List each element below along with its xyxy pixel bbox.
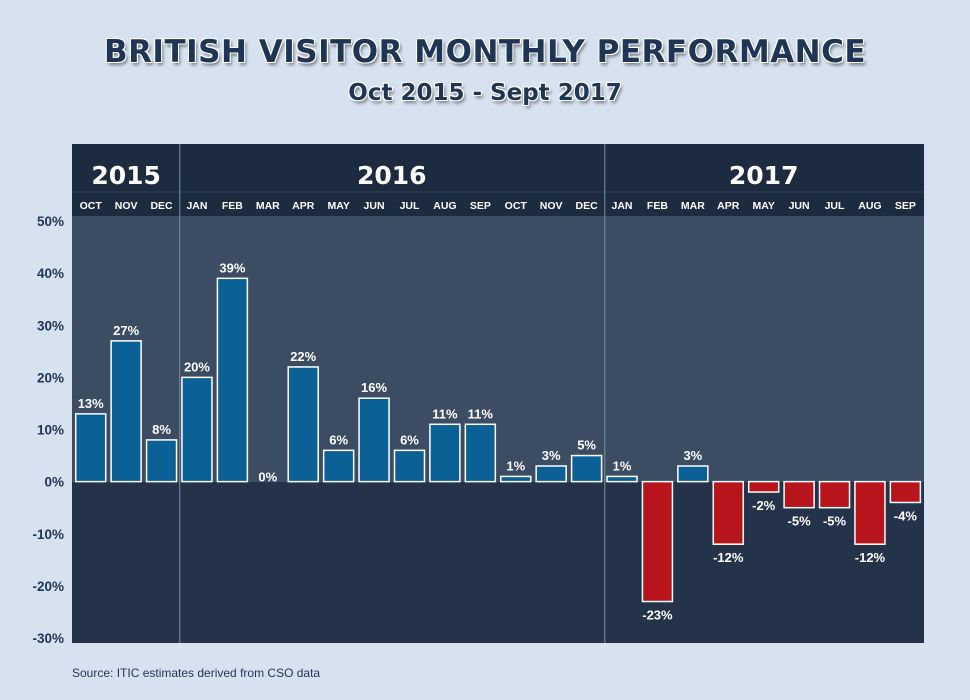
bar xyxy=(358,397,390,483)
data-label: 0% xyxy=(258,470,277,485)
bar xyxy=(500,475,532,483)
month-label: DEC xyxy=(576,200,599,212)
data-label: 6% xyxy=(329,432,348,447)
month-label: SEP xyxy=(895,200,916,212)
data-label: 16% xyxy=(361,380,387,395)
year-label-2017: 2017 xyxy=(729,161,799,190)
data-label: 1% xyxy=(506,458,525,473)
month-label: JUN xyxy=(789,200,810,212)
bar xyxy=(712,480,745,545)
month-label: OCT xyxy=(80,200,103,212)
bar xyxy=(606,475,638,483)
data-label: 1% xyxy=(613,458,632,473)
data-label: -12% xyxy=(855,550,886,565)
bar xyxy=(854,480,886,545)
bar xyxy=(181,376,213,483)
y-tick-label: 0% xyxy=(44,475,64,490)
bar xyxy=(464,423,497,483)
bar xyxy=(322,449,355,483)
y-tick-label: 10% xyxy=(37,423,64,438)
month-label: JUN xyxy=(364,200,385,212)
data-label: -4% xyxy=(894,508,918,523)
month-label: MAR xyxy=(681,200,705,212)
data-label: -5% xyxy=(823,514,847,529)
y-tick-label: -10% xyxy=(32,527,64,542)
data-label: 13% xyxy=(78,396,104,411)
bar xyxy=(216,277,249,483)
data-label: 3% xyxy=(542,448,561,463)
data-label: 6% xyxy=(400,432,419,447)
month-label: SEP xyxy=(470,200,491,212)
data-label: -12% xyxy=(713,550,744,565)
month-label: FEB xyxy=(222,200,243,212)
y-tick-label: 40% xyxy=(37,266,64,281)
month-label: MAY xyxy=(327,200,349,212)
source-note: Source: ITIC estimates derived from CSO … xyxy=(72,666,321,680)
data-label: 39% xyxy=(219,260,245,275)
month-label: APR xyxy=(717,200,740,212)
data-label: 3% xyxy=(683,448,702,463)
data-label: 27% xyxy=(113,323,139,338)
bar xyxy=(110,340,142,483)
month-label: NOV xyxy=(115,200,138,212)
data-label: 8% xyxy=(152,422,171,437)
data-label: 5% xyxy=(577,438,596,453)
bar xyxy=(641,480,674,603)
month-label: MAY xyxy=(753,200,775,212)
data-label: 11% xyxy=(432,406,458,421)
year-month-header xyxy=(72,144,924,216)
month-label: FEB xyxy=(647,200,668,212)
month-label: OCT xyxy=(505,200,528,212)
bar xyxy=(818,480,851,509)
bar xyxy=(145,439,178,483)
data-label: 22% xyxy=(290,349,316,364)
bar xyxy=(677,465,709,483)
bar xyxy=(393,449,426,483)
month-label: NOV xyxy=(540,200,563,212)
month-label: AUG xyxy=(433,200,456,212)
bar xyxy=(747,480,780,493)
y-tick-label: 20% xyxy=(37,370,64,385)
bar xyxy=(535,465,567,483)
y-tick-label: -30% xyxy=(32,631,64,646)
month-label: JAN xyxy=(612,200,633,212)
data-label: -5% xyxy=(788,514,812,529)
plot-area-lower xyxy=(72,481,924,643)
bar xyxy=(429,423,461,483)
data-label: 11% xyxy=(468,406,494,421)
month-label: AUG xyxy=(858,200,881,212)
bar xyxy=(889,480,922,504)
y-tick-label: -20% xyxy=(32,579,64,594)
bar xyxy=(570,454,603,483)
month-label: JAN xyxy=(186,200,207,212)
data-label: 20% xyxy=(184,359,210,374)
year-label-2015: 2015 xyxy=(91,161,161,190)
chart-subtitle: Oct 2015 - Sept 2017 xyxy=(348,80,622,106)
month-label: APR xyxy=(292,200,315,212)
y-tick-label: 30% xyxy=(37,318,64,333)
data-label: -2% xyxy=(752,498,776,513)
chart-title: BRITISH VISITOR MONTHLY PERFORMANCE xyxy=(103,34,867,70)
month-label: DEC xyxy=(150,200,173,212)
month-label: JUL xyxy=(825,200,845,212)
year-label-2016: 2016 xyxy=(357,161,427,190)
month-label: JUL xyxy=(400,200,420,212)
y-tick-label: 50% xyxy=(37,214,64,229)
data-label: -23% xyxy=(642,608,673,623)
bar xyxy=(287,366,319,483)
month-label: MAR xyxy=(256,200,280,212)
bar xyxy=(783,480,815,509)
bar xyxy=(74,413,107,483)
